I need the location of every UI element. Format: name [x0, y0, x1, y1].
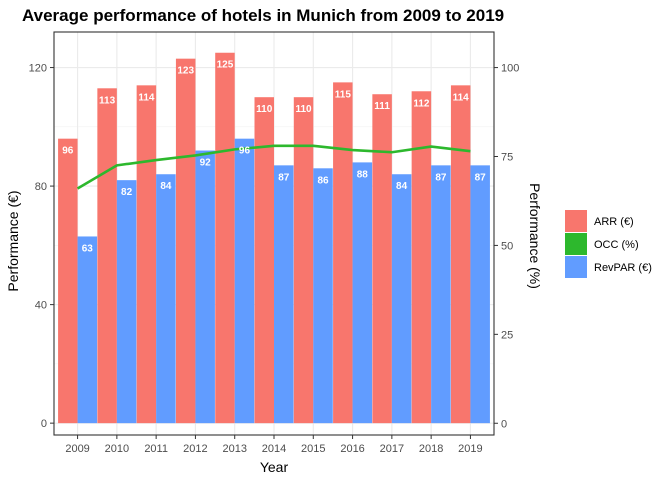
x-tick-label: 2010: [105, 443, 129, 455]
bar-label: 96: [239, 146, 251, 157]
bar: [470, 165, 490, 424]
bar: [195, 150, 215, 424]
x-tick-label: 2015: [301, 443, 325, 455]
bar-label: 110: [295, 104, 312, 115]
bar: [175, 58, 196, 424]
bar-label: 84: [160, 181, 172, 192]
bar-label: 87: [475, 172, 487, 183]
y2-tick-label: 25: [501, 329, 513, 341]
x-tick-label: 2018: [419, 443, 443, 455]
y-tick-label: 80: [35, 181, 47, 193]
y-axis-title: Performance (€): [5, 190, 21, 291]
bar: [391, 174, 412, 424]
bar-label: 114: [453, 92, 470, 103]
bar-label: 63: [82, 243, 94, 254]
bar: [116, 180, 137, 424]
bar: [136, 85, 157, 424]
bar: [431, 165, 451, 424]
bar: [293, 97, 314, 424]
bar: [234, 138, 255, 424]
bar-label: 82: [121, 187, 133, 198]
legend-key: [565, 233, 587, 255]
legend-label: OCC (%): [594, 239, 639, 251]
bar: [97, 88, 117, 424]
occ-line: [76, 144, 471, 190]
legend-key: [565, 256, 587, 278]
bar-label: 110: [256, 104, 273, 115]
x-tick-label: 2009: [65, 443, 89, 455]
x-tick-label: 2011: [144, 443, 168, 455]
bar-label: 113: [99, 95, 116, 106]
bar: [352, 162, 373, 424]
bar: [313, 168, 333, 424]
bar-label: 96: [62, 146, 74, 157]
bar-label: 88: [357, 169, 369, 180]
y-tick-label: 0: [41, 418, 47, 430]
bar-label: 112: [413, 98, 430, 109]
bar: [411, 91, 432, 424]
y2-tick-label: 0: [501, 418, 507, 430]
bar-label: 125: [217, 60, 234, 71]
bar: [58, 138, 78, 424]
x-tick-label: 2012: [183, 443, 207, 455]
x-tick-label: 2017: [380, 443, 404, 455]
plot-area: 96 113 114 123 125 110 110 115 111 112 114 63 82 84 92…: [29, 31, 519, 455]
bar-label: 92: [200, 158, 212, 169]
bar: [254, 97, 274, 424]
bar: [333, 82, 353, 424]
x-tick-label: 2013: [222, 443, 246, 455]
bar-label: 86: [317, 175, 329, 186]
y2-tick-label: 50: [501, 240, 513, 252]
x-tick-label: 2016: [340, 443, 364, 455]
y2-axis-title: Performance (%): [527, 183, 543, 289]
bar-label: 87: [278, 172, 290, 183]
y2-tick-label: 75: [501, 151, 513, 163]
y2-tick-label: 100: [501, 63, 519, 75]
legend-key: [565, 210, 587, 232]
bar-label: 114: [138, 92, 155, 103]
y-tick-label: 40: [35, 300, 47, 312]
y-tick-label: 120: [29, 63, 47, 75]
bar: [77, 236, 98, 424]
x-tick-label: 2014: [262, 443, 286, 455]
bar-label: 115: [335, 89, 352, 100]
chart-title: Average performance of hotels in Munich …: [22, 6, 504, 25]
bar-label: 111: [374, 101, 390, 112]
bar: [372, 94, 392, 424]
x-tick-label: 2019: [458, 443, 482, 455]
bar-label: 87: [435, 172, 447, 183]
legend: ARR (€) OCC (%) RevPAR (€): [565, 210, 652, 278]
legend-label: RevPAR (€): [594, 262, 652, 274]
bar: [215, 52, 235, 424]
legend-label: ARR (€): [594, 216, 634, 228]
bar-label: 84: [396, 181, 408, 192]
bar: [274, 165, 294, 424]
x-axis-title: Year: [260, 459, 289, 475]
bar: [156, 174, 176, 424]
bar-label: 123: [177, 66, 194, 77]
bar: [450, 85, 471, 424]
